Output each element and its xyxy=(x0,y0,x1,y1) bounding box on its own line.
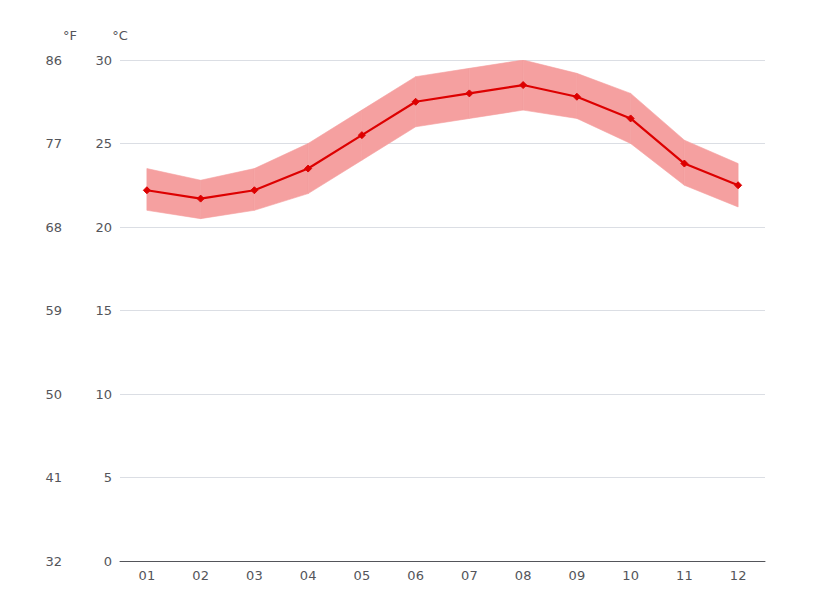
svg-text:5: 5 xyxy=(104,470,112,485)
svg-text:20: 20 xyxy=(95,220,112,235)
svg-text:07: 07 xyxy=(461,568,478,583)
svg-text:12: 12 xyxy=(730,568,747,583)
svg-text:03: 03 xyxy=(246,568,263,583)
svg-text:01: 01 xyxy=(139,568,156,583)
svg-text:86: 86 xyxy=(45,53,62,68)
svg-text:32: 32 xyxy=(45,554,62,569)
svg-text:09: 09 xyxy=(569,568,586,583)
svg-text:10: 10 xyxy=(95,387,112,402)
svg-text:04: 04 xyxy=(300,568,317,583)
svg-text:02: 02 xyxy=(192,568,209,583)
svg-text:68: 68 xyxy=(45,220,62,235)
svg-text:06: 06 xyxy=(407,568,424,583)
svg-text:11: 11 xyxy=(676,568,693,583)
svg-text:41: 41 xyxy=(45,470,62,485)
svg-text:08: 08 xyxy=(515,568,532,583)
svg-text:30: 30 xyxy=(95,53,112,68)
svg-text:50: 50 xyxy=(45,387,62,402)
svg-text:59: 59 xyxy=(45,303,62,318)
svg-text:05: 05 xyxy=(354,568,371,583)
svg-text:77: 77 xyxy=(45,136,62,151)
svg-text:10: 10 xyxy=(622,568,639,583)
svg-text:25: 25 xyxy=(95,136,112,151)
svg-text:°C: °C xyxy=(112,28,128,43)
svg-text:15: 15 xyxy=(95,303,112,318)
svg-text:°F: °F xyxy=(63,28,77,43)
svg-text:0: 0 xyxy=(104,554,112,569)
